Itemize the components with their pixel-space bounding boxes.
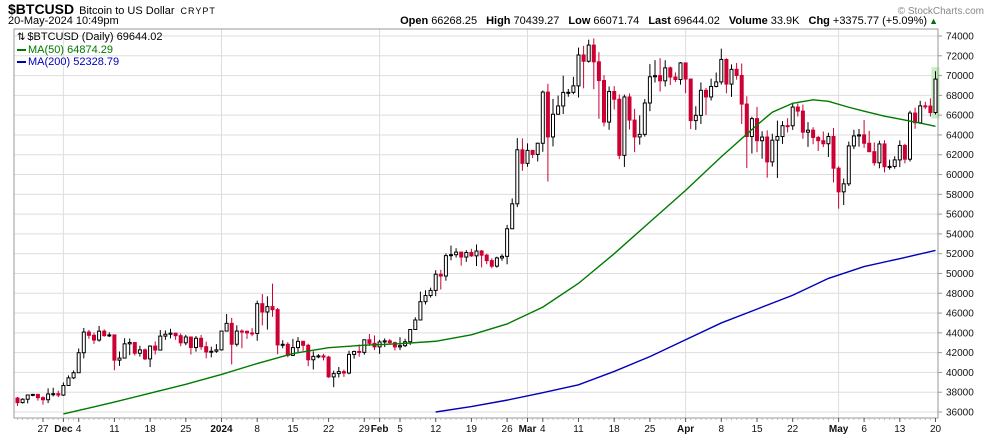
svg-text:8: 8 [719, 424, 725, 435]
svg-text:58000: 58000 [946, 190, 974, 201]
chart-datetime: 20-May-2024 10:49pm [8, 15, 119, 27]
quote-open: Open 66268.25 [400, 15, 478, 27]
svg-text:11: 11 [109, 424, 120, 435]
svg-text:44000: 44000 [946, 328, 974, 339]
svg-text:20: 20 [930, 424, 942, 435]
chart-header: $BTCUSD Bitcoin to US Dollar CRYPT © Sto… [8, 1, 984, 17]
svg-text:50000: 50000 [946, 269, 974, 280]
svg-text:36000: 36000 [946, 408, 974, 419]
svg-text:22: 22 [787, 424, 799, 435]
svg-text:70000: 70000 [946, 71, 974, 82]
svg-text:56000: 56000 [946, 210, 974, 221]
svg-text:40000: 40000 [946, 368, 974, 379]
stockcharts-copyright: © StockCharts.com [897, 6, 984, 17]
svg-text:38000: 38000 [946, 388, 974, 399]
svg-text:72000: 72000 [946, 51, 974, 62]
svg-text:15: 15 [287, 424, 299, 435]
svg-text:68000: 68000 [946, 91, 974, 102]
svg-text:26: 26 [502, 424, 514, 435]
svg-text:May: May [829, 424, 849, 435]
svg-text:18: 18 [609, 424, 621, 435]
svg-text:48000: 48000 [946, 289, 974, 300]
svg-text:42000: 42000 [946, 348, 974, 359]
chart-legend: ⇅ $BTCUSD (Daily) 69644.02 MA(50) 64874.2… [17, 31, 163, 68]
svg-text:13: 13 [894, 424, 906, 435]
svg-text:Mar: Mar [519, 424, 537, 435]
svg-text:5: 5 [397, 424, 403, 435]
svg-text:19: 19 [466, 424, 478, 435]
legend-ma200: MA(200) 52328.79 [17, 56, 163, 68]
svg-text:12: 12 [430, 424, 442, 435]
change-up-arrow-icon: ▲ [929, 16, 938, 26]
quote-summary: Open 66268.25 High 70439.27 Low 66071.74 La… [400, 15, 938, 27]
svg-text:4: 4 [76, 424, 82, 435]
ma50-line-swatch [17, 49, 26, 52]
svg-text:64000: 64000 [946, 130, 974, 141]
svg-text:15: 15 [751, 424, 763, 435]
svg-text:22: 22 [323, 424, 335, 435]
svg-text:66000: 66000 [946, 111, 974, 122]
symbol-name: Bitcoin to US Dollar [79, 5, 175, 17]
svg-text:74000: 74000 [946, 32, 974, 43]
svg-text:6: 6 [861, 424, 867, 435]
quote-volume: Volume 33.9K [728, 15, 800, 27]
quote-line: 20-May-2024 10:49pm Open 66268.25 High 704… [8, 15, 938, 27]
svg-text:2024: 2024 [210, 424, 233, 435]
svg-text:4: 4 [540, 424, 546, 435]
svg-text:18: 18 [145, 424, 157, 435]
quote-high: High 70439.27 [486, 15, 560, 27]
ma200-line-swatch [17, 61, 26, 64]
legend-series: ⇅ $BTCUSD (Daily) 69644.02 [17, 31, 163, 43]
svg-text:54000: 54000 [946, 229, 974, 240]
svg-text:Feb: Feb [371, 424, 389, 435]
svg-text:29: 29 [359, 424, 371, 435]
quote-low: Low 66071.74 [568, 15, 640, 27]
svg-text:46000: 46000 [946, 309, 974, 320]
svg-text:52000: 52000 [946, 249, 974, 260]
symbol-ticker: $BTCUSD [8, 1, 75, 17]
svg-text:25: 25 [180, 424, 192, 435]
price-toggle-icon: ⇅ [17, 32, 26, 43]
svg-text:Dec: Dec [54, 424, 73, 435]
exchange-tag: CRYPT [180, 6, 216, 16]
svg-text:25: 25 [644, 424, 656, 435]
svg-text:8: 8 [254, 424, 260, 435]
svg-text:27: 27 [37, 424, 49, 435]
svg-text:60000: 60000 [946, 170, 974, 181]
svg-text:Apr: Apr [677, 424, 694, 435]
quote-last: Last 69644.02 [648, 15, 720, 27]
svg-text:62000: 62000 [946, 150, 974, 161]
quote-change: Chg +3375.77 (+5.09%) ▲ [808, 15, 939, 27]
legend-ma50: MA(50) 64874.29 [17, 44, 163, 56]
svg-text:11: 11 [573, 424, 584, 435]
